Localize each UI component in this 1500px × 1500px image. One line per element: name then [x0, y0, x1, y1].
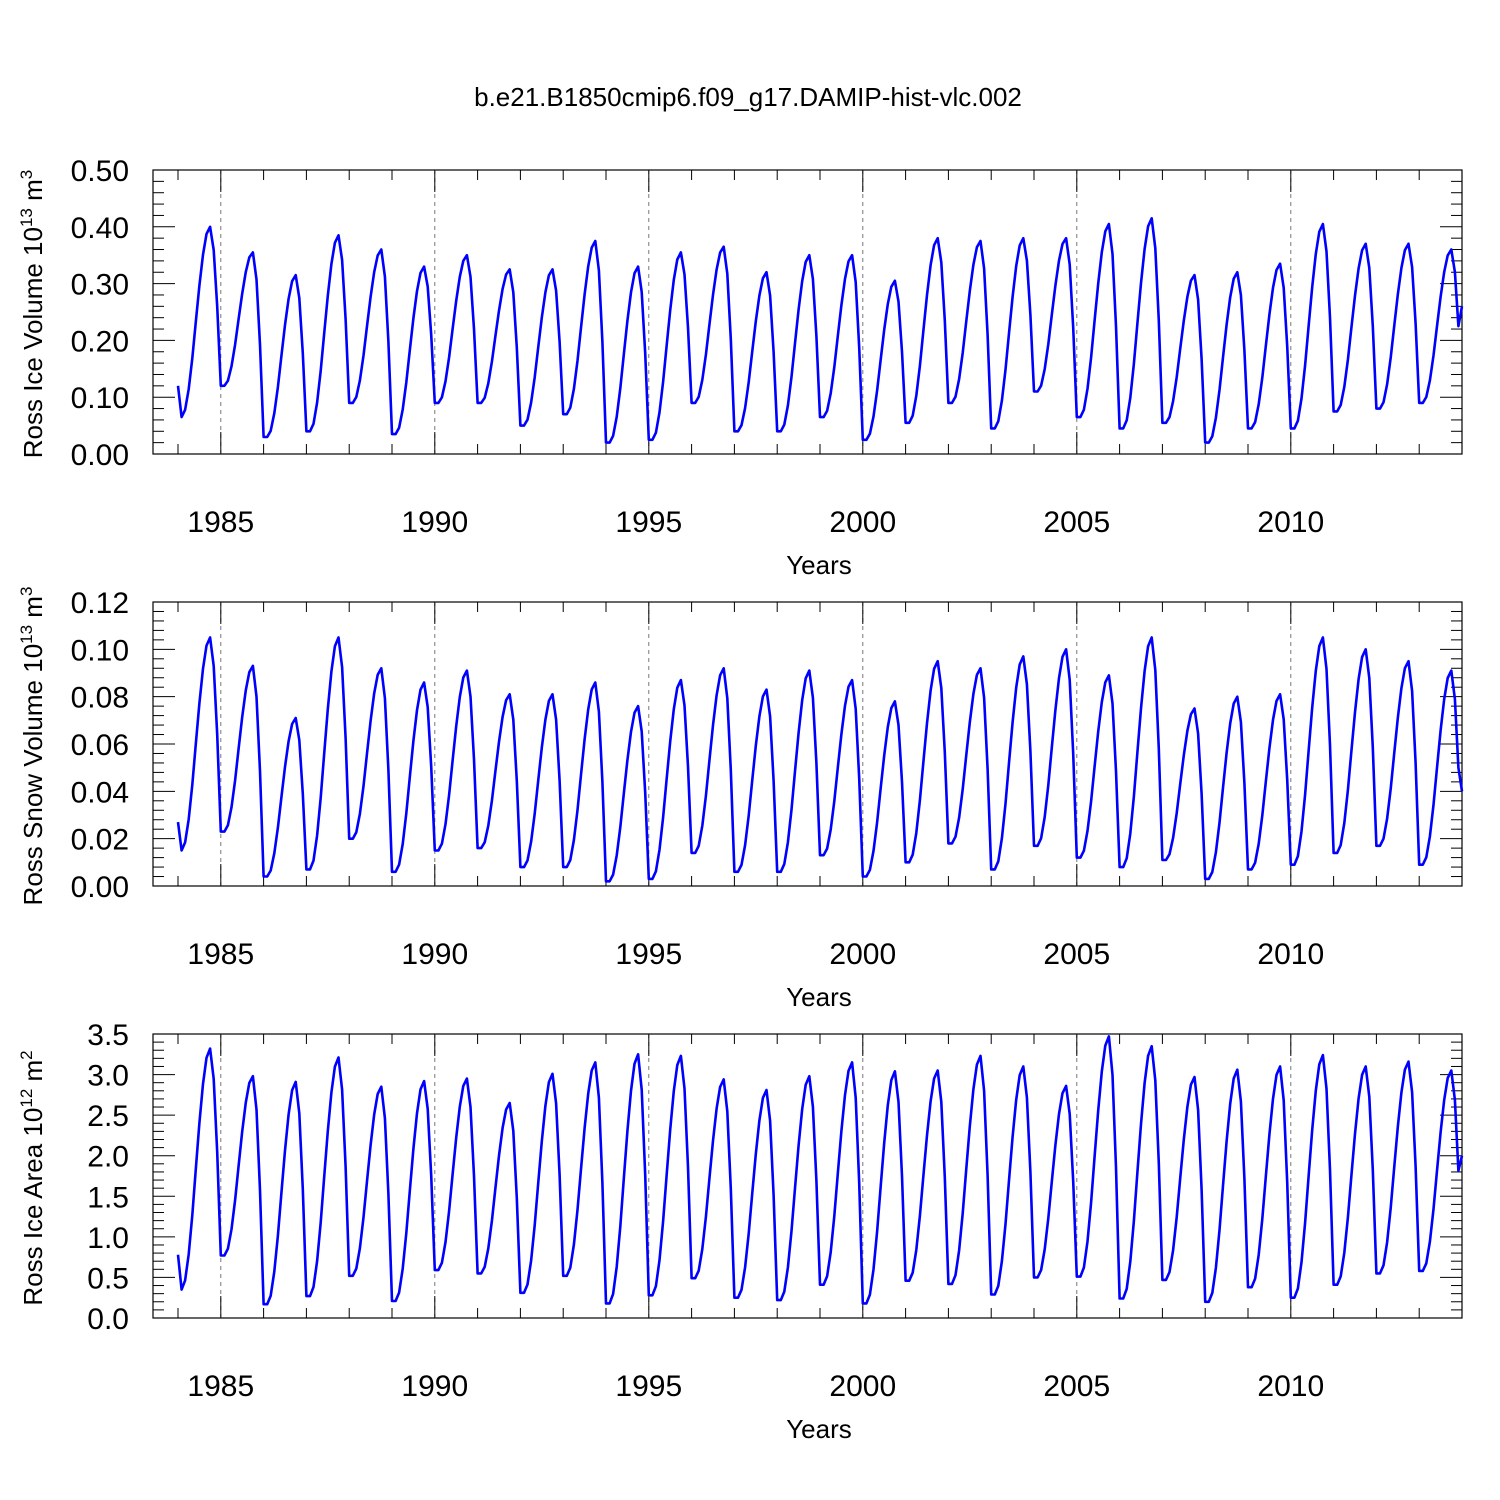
- y-tick-label: 1.5: [87, 1181, 129, 1214]
- x-axis-title: Years: [786, 982, 852, 1012]
- x-tick-label: 1985: [187, 1370, 254, 1403]
- x-tick-label: 1995: [615, 1370, 682, 1403]
- y-tick-label: 0.0: [87, 1303, 129, 1336]
- panel-2: 1985 1990 1995 2000 2005 2010 0.00 0.02 0.04 0.06…: [17, 587, 1464, 1012]
- y-tick-label: 0.08: [71, 682, 129, 715]
- x-tick-label: 1990: [401, 506, 468, 539]
- x-tick-label: 1995: [615, 938, 682, 971]
- y-axis-title: Ross Ice Area 1012 m2: [17, 1050, 48, 1305]
- y-tick-label: 0.02: [71, 824, 129, 857]
- y-tick-label: 0.00: [71, 439, 129, 472]
- y-tick-label: 2.5: [87, 1100, 129, 1133]
- plot-frame: [152, 169, 1463, 455]
- y-tick-label: 0.10: [71, 382, 129, 415]
- x-tick-label: 2010: [1257, 506, 1324, 539]
- x-tick-label: 2005: [1043, 506, 1110, 539]
- x-axis-title: Years: [786, 550, 852, 580]
- x-tick-label: 1990: [401, 1370, 468, 1403]
- y-tick-label: 0.04: [71, 776, 129, 809]
- y-tick-label: 0.50: [71, 155, 129, 188]
- x-axis-title: Years: [786, 1414, 852, 1444]
- y-tick-label: 0.12: [71, 587, 129, 620]
- x-tick-label: 1990: [401, 938, 468, 971]
- series-line: [176, 636, 1464, 883]
- y-tick-label: 2.0: [87, 1141, 129, 1174]
- x-tick-label: 2000: [829, 506, 896, 539]
- x-tick-label: 2010: [1257, 938, 1324, 971]
- y-tick-label: 0.30: [71, 269, 129, 302]
- x-tick-label: 2000: [829, 1370, 896, 1403]
- y-tick-label: 0.10: [71, 634, 129, 667]
- series-line: [176, 217, 1464, 444]
- x-tick-label: 2005: [1043, 938, 1110, 971]
- y-tick-label: 0.00: [71, 871, 129, 904]
- x-tick-label: 2000: [829, 938, 896, 971]
- y-tick-label: 0.40: [71, 212, 129, 245]
- y-axis-title: Ross Ice Volume 1013 m3: [17, 170, 48, 459]
- plot-frame: [152, 1033, 1463, 1319]
- series-line: [176, 1035, 1464, 1306]
- x-tick-label: 2010: [1257, 1370, 1324, 1403]
- figure-title: b.e21.B1850cmip6.f09_g17.DAMIP-hist-vlc.…: [474, 82, 1022, 112]
- y-tick-label: 1.0: [87, 1222, 129, 1255]
- plot-frame: [152, 601, 1463, 887]
- x-tick-label: 1985: [187, 938, 254, 971]
- y-axis-title: Ross Snow Volume 1013 m3: [17, 587, 48, 906]
- x-tick-label: 1985: [187, 506, 254, 539]
- y-tick-label: 0.06: [71, 729, 129, 762]
- panels-group: 1985 1990 1995 2000 2005 2010 0.00 0.10 0.20 0.30…: [17, 155, 1464, 1444]
- y-tick-label: 0.20: [71, 325, 129, 358]
- x-tick-label: 1995: [615, 506, 682, 539]
- y-tick-label: 3.5: [87, 1019, 129, 1052]
- x-tick-label: 2005: [1043, 1370, 1110, 1403]
- y-tick-label: 3.0: [87, 1060, 129, 1093]
- panel-1: 1985 1990 1995 2000 2005 2010 0.00 0.10 0.20 0.30…: [17, 155, 1464, 580]
- panel-3: 1985 1990 1995 2000 2005 2010 0.0 0.5 1.0 1.5 2.0 2…: [17, 1019, 1464, 1444]
- y-tick-label: 0.5: [87, 1262, 129, 1295]
